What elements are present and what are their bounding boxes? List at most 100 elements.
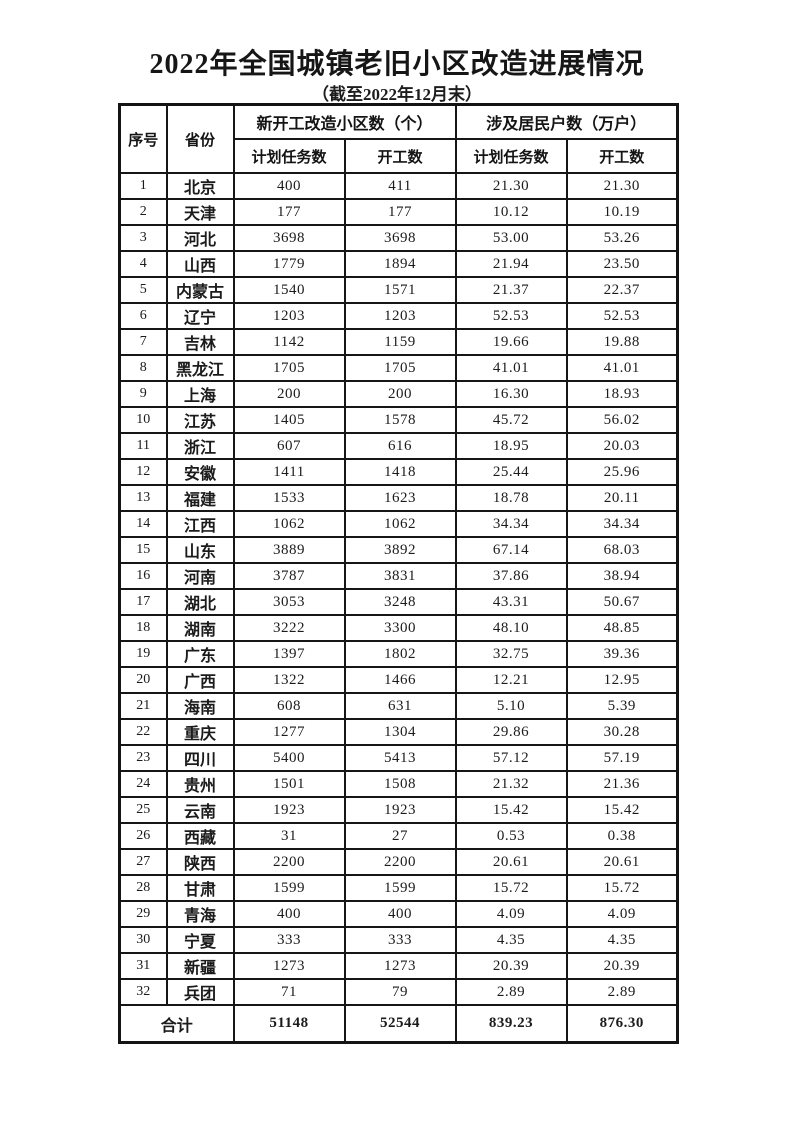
page-subtitle: （截至2022年12月末） <box>312 85 482 104</box>
province-cell: 福建 <box>165 484 235 512</box>
province-cell: 山东 <box>165 536 235 564</box>
province-cell: 新疆 <box>165 952 235 980</box>
plan-hh-cell: 20.61 <box>454 848 568 876</box>
start-count-cell: 1578 <box>343 406 457 434</box>
province-cell: 辽宁 <box>165 302 235 330</box>
province-cell: 陕西 <box>165 848 235 876</box>
row-index-cell: 11 <box>118 432 168 460</box>
start-hh-cell: 15.72 <box>565 874 679 902</box>
start-count-cell: 1466 <box>343 666 457 694</box>
table-row: 19 广东 1397 1802 32.75 39.36 <box>118 640 679 668</box>
row-index-cell: 24 <box>118 770 168 798</box>
plan-count-cell: 3053 <box>232 588 346 616</box>
plan-count-cell: 1322 <box>232 666 346 694</box>
province-cell: 贵州 <box>165 770 235 798</box>
row-index-cell: 25 <box>118 796 168 824</box>
start-hh-cell: 50.67 <box>565 588 679 616</box>
start-hh-cell: 0.38 <box>565 822 679 850</box>
start-count-cell: 1304 <box>343 718 457 746</box>
start-hh-cell: 34.34 <box>565 510 679 538</box>
table-row: 23 四川 5400 5413 57.12 57.19 <box>118 744 679 772</box>
province-cell: 江西 <box>165 510 235 538</box>
start-count-cell: 1705 <box>343 354 457 382</box>
start-hh-cell: 48.85 <box>565 614 679 642</box>
start-count-cell: 1508 <box>343 770 457 798</box>
plan-hh-cell: 67.14 <box>454 536 568 564</box>
plan-hh-cell: 12.21 <box>454 666 568 694</box>
row-index-cell: 19 <box>118 640 168 668</box>
plan-count-cell: 333 <box>232 926 346 954</box>
province-cell: 河北 <box>165 224 235 252</box>
page-title: 2022年全国城镇老旧小区改造进展情况 <box>149 49 645 80</box>
start-count-cell: 1894 <box>343 250 457 278</box>
start-count-cell: 400 <box>343 900 457 928</box>
start-hh-cell: 22.37 <box>565 276 679 304</box>
plan-count-cell: 1501 <box>232 770 346 798</box>
plan-count-cell: 1203 <box>232 302 346 330</box>
start-hh-cell: 23.50 <box>565 250 679 278</box>
row-index-cell: 32 <box>118 978 168 1006</box>
total-label: 合计 <box>118 1004 235 1044</box>
table-row: 6 辽宁 1203 1203 52.53 52.53 <box>118 302 679 330</box>
row-index-cell: 26 <box>118 822 168 850</box>
table-row: 20 广西 1322 1466 12.21 12.95 <box>118 666 679 694</box>
start-hh-cell: 20.61 <box>565 848 679 876</box>
col-header-index: 序号 <box>118 103 168 174</box>
plan-count-cell: 1062 <box>232 510 346 538</box>
start-hh-cell: 5.39 <box>565 692 679 720</box>
plan-hh-cell: 34.34 <box>454 510 568 538</box>
plan-count-cell: 1923 <box>232 796 346 824</box>
plan-count-cell: 1273 <box>232 952 346 980</box>
start-count-cell: 631 <box>343 692 457 720</box>
start-count-cell: 1418 <box>343 458 457 486</box>
row-index-cell: 3 <box>118 224 168 252</box>
table-row: 8 黑龙江 1705 1705 41.01 41.01 <box>118 354 679 382</box>
plan-count-cell: 1779 <box>232 250 346 278</box>
plan-count-cell: 2200 <box>232 848 346 876</box>
plan-count-cell: 71 <box>232 978 346 1006</box>
plan-hh-cell: 57.12 <box>454 744 568 772</box>
start-count-cell: 3698 <box>343 224 457 252</box>
start-hh-cell: 41.01 <box>565 354 679 382</box>
start-hh-cell: 52.53 <box>565 302 679 330</box>
plan-hh-cell: 21.30 <box>454 172 568 200</box>
table-row: 18 湖南 3222 3300 48.10 48.85 <box>118 614 679 642</box>
start-hh-cell: 4.35 <box>565 926 679 954</box>
start-count-cell: 3831 <box>343 562 457 590</box>
province-cell: 青海 <box>165 900 235 928</box>
province-cell: 黑龙江 <box>165 354 235 382</box>
row-index-cell: 16 <box>118 562 168 590</box>
start-count-cell: 27 <box>343 822 457 850</box>
table-row: 12 安徽 1411 1418 25.44 25.96 <box>118 458 679 486</box>
row-index-cell: 15 <box>118 536 168 564</box>
start-count-cell: 1623 <box>343 484 457 512</box>
plan-count-cell: 1277 <box>232 718 346 746</box>
table-row: 28 甘肃 1599 1599 15.72 15.72 <box>118 874 679 902</box>
start-hh-cell: 12.95 <box>565 666 679 694</box>
plan-hh-cell: 10.12 <box>454 198 568 226</box>
plan-hh-cell: 15.42 <box>454 796 568 824</box>
plan-hh-cell: 18.95 <box>454 432 568 460</box>
start-count-cell: 1062 <box>343 510 457 538</box>
total-value: 51148 <box>232 1004 346 1044</box>
row-index-cell: 30 <box>118 926 168 954</box>
province-cell: 内蒙古 <box>165 276 235 304</box>
province-cell: 重庆 <box>165 718 235 746</box>
plan-hh-cell: 16.30 <box>454 380 568 408</box>
table-row: 32 兵团 71 79 2.89 2.89 <box>118 978 679 1006</box>
province-cell: 北京 <box>165 172 235 200</box>
start-count-cell: 616 <box>343 432 457 460</box>
row-index-cell: 8 <box>118 354 168 382</box>
header-row-subcols: 计划任务数 开工数 计划任务数 开工数 <box>120 138 679 174</box>
row-index-cell: 5 <box>118 276 168 304</box>
start-hh-cell: 21.30 <box>565 172 679 200</box>
plan-hh-cell: 32.75 <box>454 640 568 668</box>
start-count-cell: 1203 <box>343 302 457 330</box>
plan-count-cell: 200 <box>232 380 346 408</box>
row-index-cell: 31 <box>118 952 168 980</box>
plan-count-cell: 608 <box>232 692 346 720</box>
table-body: 1 北京 400 411 21.30 21.30 2 天津 177 177 10.12 10.19 3 河… <box>118 172 679 1006</box>
table-row: 27 陕西 2200 2200 20.61 20.61 <box>118 848 679 876</box>
header-row-groups: 序号 省份 新开工改造小区数（个） 涉及居民户数（万户） <box>118 103 679 174</box>
start-hh-cell: 20.03 <box>565 432 679 460</box>
